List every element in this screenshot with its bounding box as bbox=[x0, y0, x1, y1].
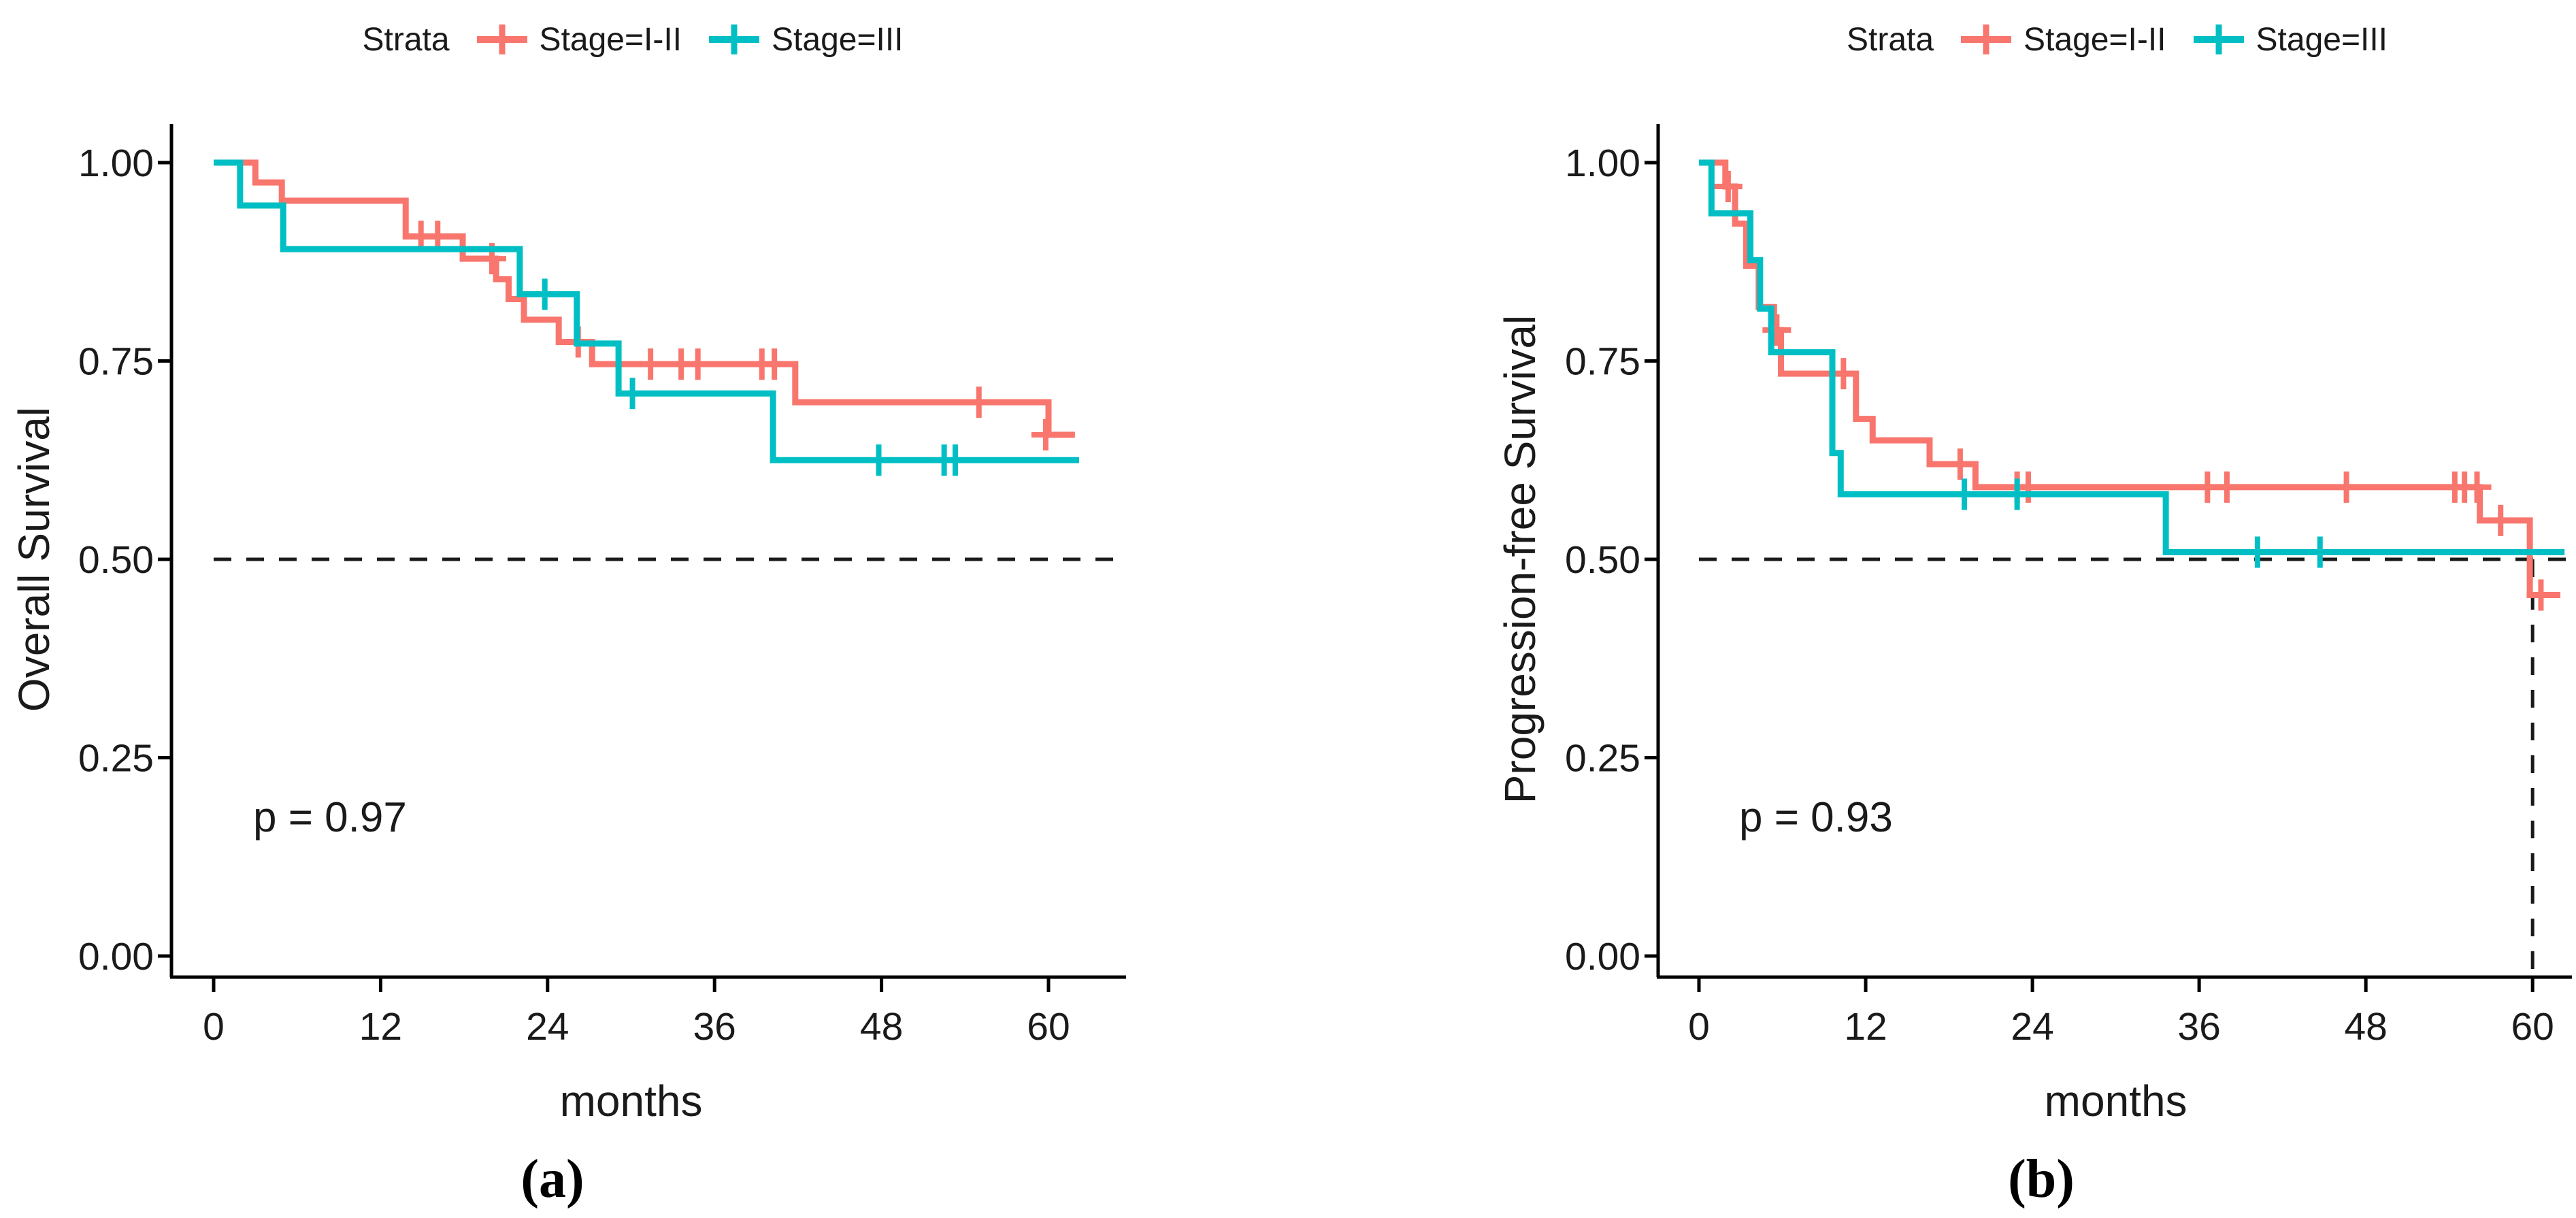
y-tick-label: 0.25 bbox=[1565, 737, 1640, 780]
plus-marker-icon bbox=[709, 24, 760, 54]
legend-item-stage-1-2: Stage=I-II bbox=[476, 21, 682, 59]
x-tick-label: 36 bbox=[2177, 1005, 2220, 1049]
legend-item-stage-3: Stage=III bbox=[708, 21, 904, 59]
x-tick-label: 24 bbox=[2011, 1005, 2053, 1049]
legend-item-stage-3: Stage=III bbox=[2192, 21, 2388, 59]
survival-curve-stage-iii bbox=[1699, 159, 2565, 556]
x-tick-label: 12 bbox=[1844, 1005, 1887, 1049]
y-tick-label: 0.25 bbox=[78, 737, 154, 780]
legend-item-stage-1-2: Stage=I-II bbox=[1960, 21, 2166, 59]
legend-item-label: Stage=III bbox=[772, 21, 904, 58]
x-tick-label: 24 bbox=[526, 1005, 569, 1049]
legend-b: Strata Stage=I-II Stage=III bbox=[1658, 12, 2576, 67]
y-tick-label: 1.00 bbox=[78, 142, 154, 185]
survival-curve-stage-iii bbox=[214, 159, 1079, 463]
censor-marks-stage-iii bbox=[530, 278, 970, 476]
x-tick-label: 60 bbox=[1027, 1005, 1070, 1049]
censor-marks-stage-iii bbox=[1950, 478, 2334, 568]
p-value-label: p = 0.93 bbox=[1739, 794, 1893, 841]
x-tick-label: 60 bbox=[2511, 1005, 2554, 1049]
km-plot-b: 1.00 0.75 0.50 0.25 0.00 0 12 24 36 48 60 months Pro… bbox=[1496, 124, 2572, 1125]
plus-marker-icon bbox=[476, 24, 527, 54]
x-tick-label: 48 bbox=[860, 1005, 903, 1049]
y-tick-label: 0.00 bbox=[1565, 935, 1640, 978]
legend-item-label: Stage=III bbox=[2256, 21, 2388, 58]
x-tick-label: 48 bbox=[2344, 1005, 2387, 1049]
censor-marks-stage-i-ii bbox=[1713, 170, 2556, 611]
caption-b: (b) bbox=[2008, 1149, 2075, 1209]
p-value-label: p = 0.97 bbox=[253, 794, 407, 841]
x-axis-title: months bbox=[560, 1076, 703, 1125]
legend-item-label: Stage=I-II bbox=[2024, 21, 2166, 58]
y-tick-label: 0.50 bbox=[78, 538, 154, 582]
x-tick-label: 0 bbox=[1688, 1005, 1710, 1049]
km-plot-a: 1.00 0.75 0.50 0.25 0.00 0 12 24 36 48 60 months Ove… bbox=[10, 124, 1126, 1125]
plus-marker-icon bbox=[2193, 24, 2244, 54]
y-axis-title: Overall Survival bbox=[10, 407, 59, 712]
caption-a: (a) bbox=[521, 1149, 584, 1209]
x-axis-title: months bbox=[2045, 1076, 2187, 1125]
x-tick-label: 12 bbox=[359, 1005, 402, 1049]
legend-item-label: Stage=I-II bbox=[539, 21, 682, 58]
censor-marks-stage-i-ii bbox=[406, 220, 1060, 450]
x-tick-label: 36 bbox=[693, 1005, 736, 1049]
legend-title: Strata bbox=[1846, 21, 1934, 58]
y-tick-label: 0.00 bbox=[78, 935, 154, 978]
x-tick-label: 0 bbox=[203, 1005, 225, 1049]
y-tick-label: 0.75 bbox=[78, 340, 154, 384]
survival-curve-stage-i-ii bbox=[214, 159, 1075, 438]
survival-curve-stage-i-ii bbox=[1699, 159, 2561, 598]
y-axis-title: Progression-free Survival bbox=[1496, 315, 1545, 804]
plus-marker-icon bbox=[1961, 24, 2012, 54]
y-tick-label: 0.75 bbox=[1565, 340, 1640, 384]
y-tick-label: 1.00 bbox=[1565, 142, 1640, 185]
legend-title: Strata bbox=[362, 21, 450, 58]
y-tick-label: 0.50 bbox=[1565, 538, 1640, 582]
legend-a: Strata Stage=I-II Stage=III bbox=[122, 12, 1143, 67]
